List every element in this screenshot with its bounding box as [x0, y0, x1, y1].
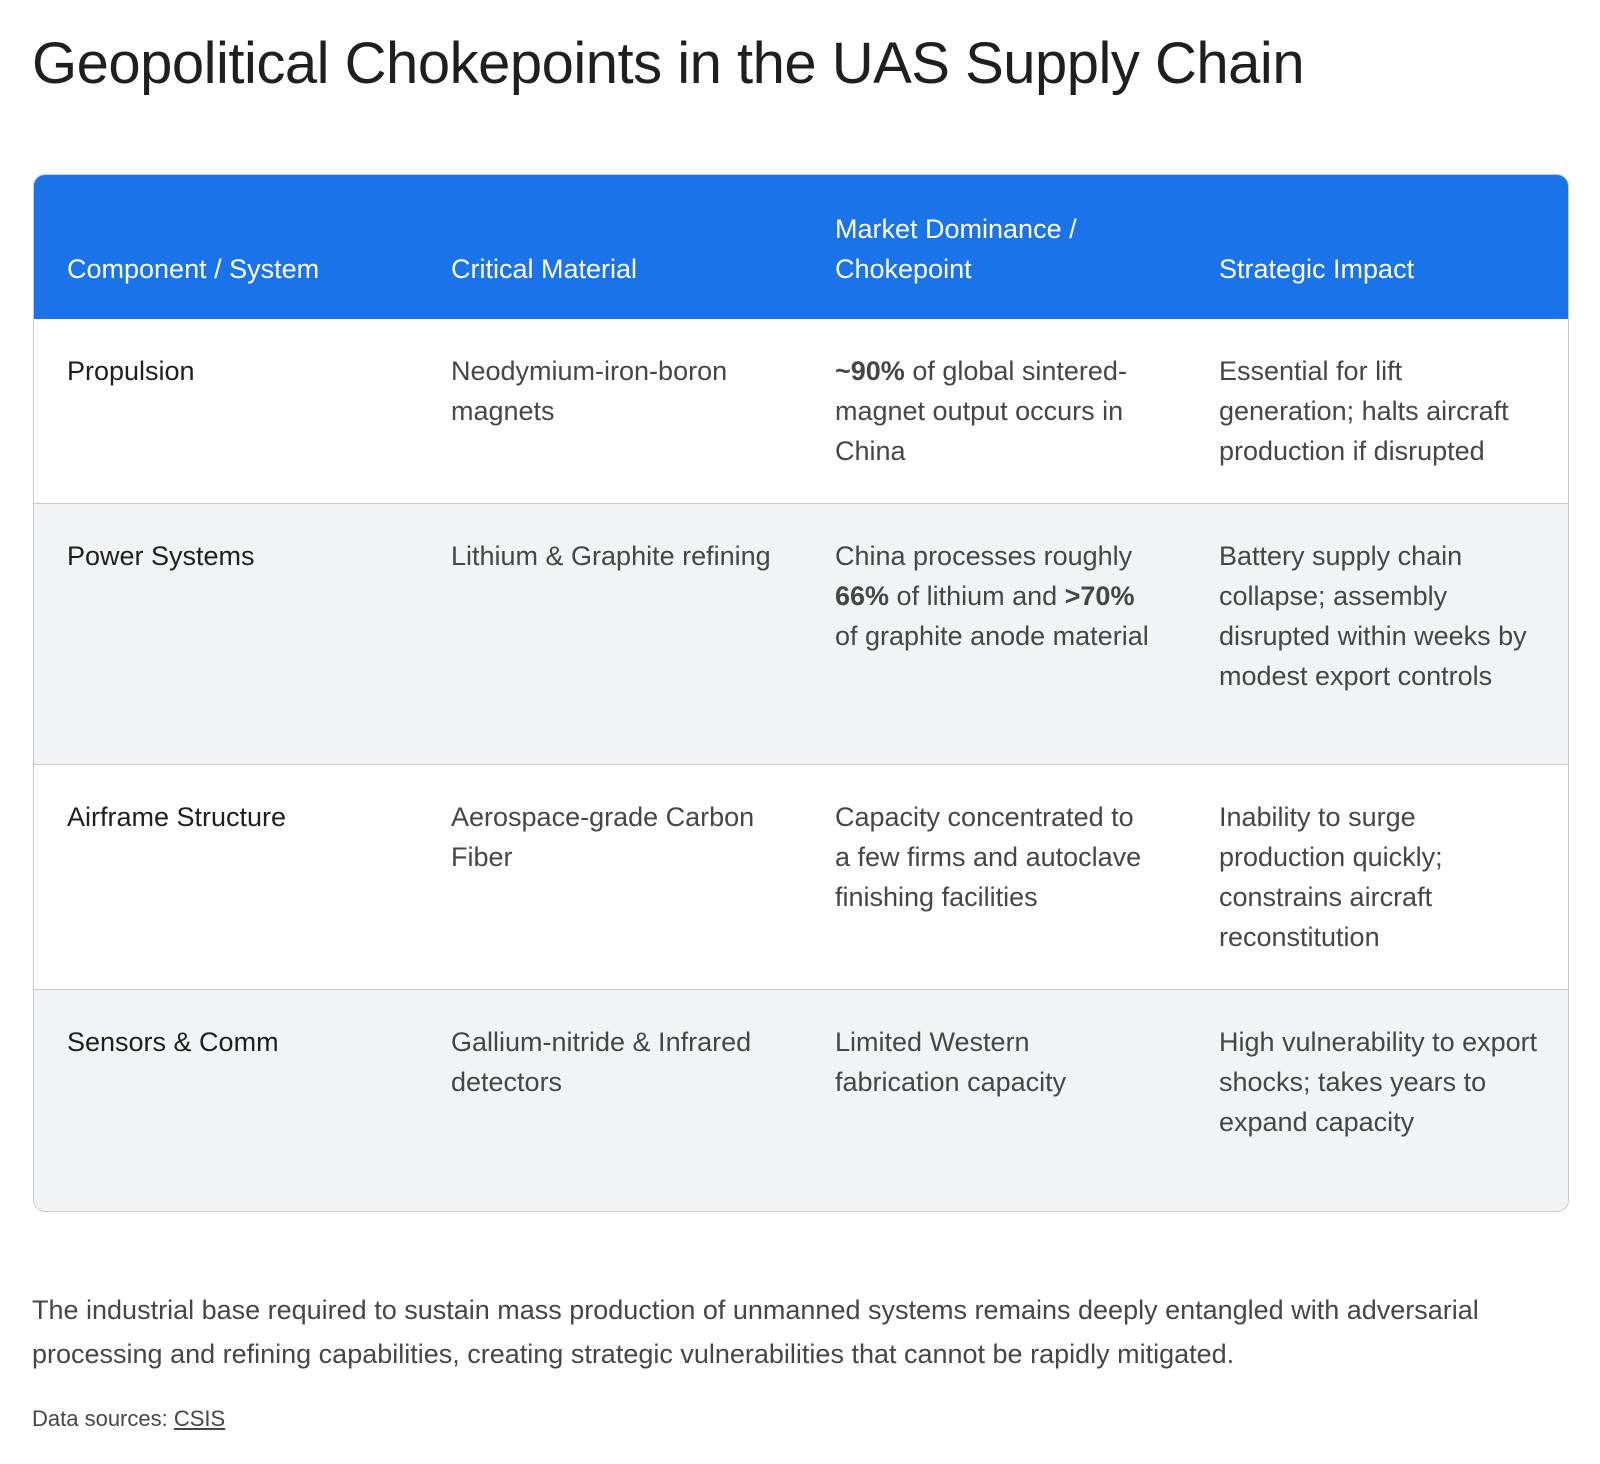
- highlight-figure: ~90%: [835, 356, 905, 386]
- cell-dominance-text: of global sintered-magnet output occurs …: [835, 356, 1127, 466]
- page-title: Geopolitical Chokepoints in the UAS Supp…: [32, 31, 1305, 96]
- cell-impact: High vulnerability to export shocks; tak…: [1219, 1027, 1538, 1137]
- header-dominance: Market Dominance / Chokepoint: [835, 214, 1077, 284]
- cell-material: Neodymium-iron-boron magnets: [451, 356, 728, 426]
- cell-impact: Inability to surge production quickly; c…: [1219, 802, 1443, 952]
- data-sources: Data sources: CSIS: [32, 1406, 225, 1432]
- summary-paragraph: The industrial base required to sustain …: [32, 1295, 1479, 1369]
- cell-dominance-text: of graphite anode material: [835, 621, 1149, 651]
- chokepoints-table-container: Component / System Critical Material Mar…: [33, 174, 1569, 1212]
- cell-component: Propulsion: [67, 356, 195, 386]
- cell-component: Power Systems: [67, 541, 255, 571]
- highlight-figure: >70%: [1064, 581, 1135, 611]
- cell-material: Aerospace-grade Carbon Fiber: [451, 802, 755, 872]
- table-row: Propulsion Neodymium-iron-boron magnets …: [34, 319, 1568, 504]
- cell-impact: Battery supply chain collapse; assembly …: [1219, 541, 1527, 691]
- cell-dominance: Capacity concentrated to a few firms and…: [835, 802, 1142, 912]
- table-header: Component / System Critical Material Mar…: [34, 175, 1568, 319]
- table-row: Airframe Structure Aerospace-grade Carbo…: [34, 764, 1568, 990]
- cell-dominance-text: China processes roughly: [835, 541, 1133, 571]
- cell-material: Lithium & Graphite refining: [451, 541, 771, 571]
- cell-dominance: Limited Western fabrication capacity: [835, 1027, 1067, 1097]
- table-row: Sensors & Comm Gallium-nitride & Infrare…: [34, 989, 1568, 1211]
- cell-dominance: China processes roughly 66% of lithium a…: [802, 504, 1186, 765]
- sources-label: Data sources:: [32, 1406, 174, 1431]
- table-row: Power Systems Lithium & Graphite refinin…: [34, 503, 1568, 765]
- cell-material: Gallium-nitride & Infrared detectors: [451, 1027, 752, 1097]
- sources-link-csis[interactable]: CSIS: [173, 1406, 226, 1431]
- highlight-figure: 66%: [835, 581, 890, 611]
- cell-dominance-text: of lithium and: [889, 581, 1065, 611]
- cell-component: Airframe Structure: [67, 802, 287, 832]
- header-material: Critical Material: [451, 254, 638, 284]
- table-body: Propulsion Neodymium-iron-boron magnets …: [34, 319, 1568, 1211]
- header-impact: Strategic Impact: [1219, 254, 1415, 284]
- cell-impact: Essential for lift generation; halts air…: [1219, 356, 1509, 466]
- cell-component: Sensors & Comm: [67, 1027, 279, 1057]
- chokepoints-table: Component / System Critical Material Mar…: [34, 175, 1568, 1211]
- cell-dominance: ~90% of global sintered-magnet output oc…: [802, 319, 1186, 504]
- header-component: Component / System: [67, 254, 320, 284]
- table-header-row: Component / System Critical Material Mar…: [34, 175, 1568, 319]
